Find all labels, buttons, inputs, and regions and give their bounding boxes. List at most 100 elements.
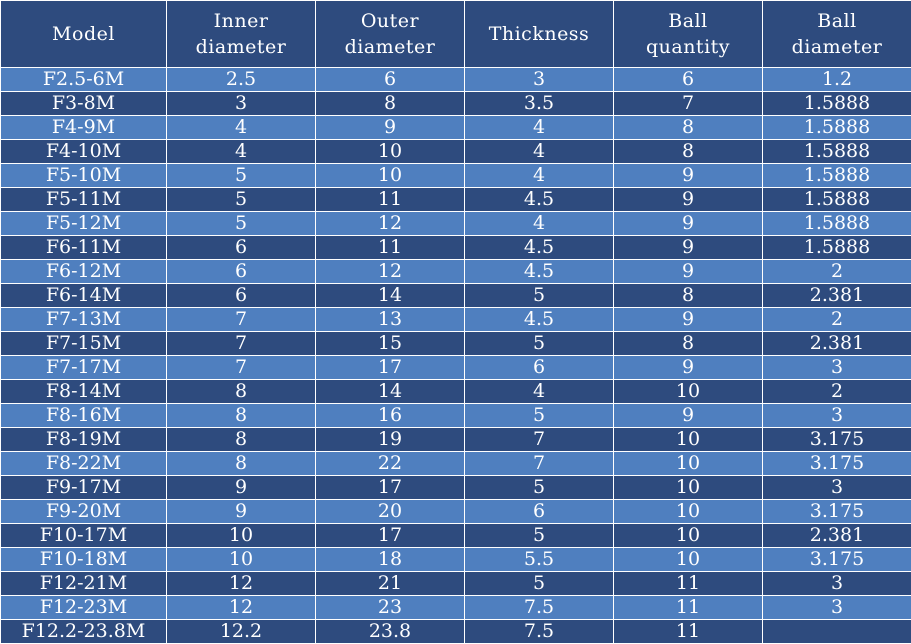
cell-inner-diameter: 2.5	[167, 68, 316, 92]
cell-outer-diameter: 12	[316, 260, 465, 284]
cell-outer-diameter: 23.8	[316, 620, 465, 644]
column-header-line: quantity	[614, 34, 762, 60]
cell-outer-diameter: 11	[316, 236, 465, 260]
cell-thickness: 7	[465, 452, 614, 476]
cell-ball-diameter: 3	[763, 404, 911, 428]
cell-outer-diameter: 11	[316, 188, 465, 212]
cell-inner-diameter: 8	[167, 452, 316, 476]
cell-model: F7-17M	[1, 356, 167, 380]
cell-outer-diameter: 14	[316, 284, 465, 308]
cell-thickness: 4	[465, 212, 614, 236]
column-header-model: Model	[1, 1, 167, 68]
cell-outer-diameter: 6	[316, 68, 465, 92]
cell-thickness: 5	[465, 404, 614, 428]
cell-model: F12.2-23.8M	[1, 620, 167, 644]
cell-inner-diameter: 6	[167, 236, 316, 260]
column-header-line: Thickness	[465, 21, 613, 47]
cell-ball-quantity: 10	[614, 428, 763, 452]
cell-inner-diameter: 5	[167, 188, 316, 212]
cell-thickness: 5	[465, 524, 614, 548]
cell-ball-diameter: 3.175	[763, 452, 911, 476]
cell-ball-quantity: 10	[614, 476, 763, 500]
cell-outer-diameter: 14	[316, 380, 465, 404]
cell-inner-diameter: 6	[167, 260, 316, 284]
cell-ball-quantity: 10	[614, 524, 763, 548]
cell-inner-diameter: 5	[167, 212, 316, 236]
cell-ball-diameter: 2	[763, 380, 911, 404]
cell-thickness: 5.5	[465, 548, 614, 572]
cell-thickness: 4	[465, 164, 614, 188]
cell-inner-diameter: 12	[167, 596, 316, 620]
cell-inner-diameter: 4	[167, 116, 316, 140]
cell-ball-quantity: 9	[614, 260, 763, 284]
cell-model: F12-21M	[1, 572, 167, 596]
cell-ball-diameter: 3.175	[763, 428, 911, 452]
cell-ball-diameter: 3	[763, 572, 911, 596]
cell-model: F5-11M	[1, 188, 167, 212]
cell-ball-diameter: 1.5888	[763, 116, 911, 140]
cell-outer-diameter: 22	[316, 452, 465, 476]
cell-thickness: 4	[465, 140, 614, 164]
column-header-line: Model	[1, 21, 166, 47]
cell-ball-diameter	[763, 620, 911, 644]
cell-ball-diameter: 3.175	[763, 548, 911, 572]
cell-ball-quantity: 11	[614, 620, 763, 644]
cell-ball-diameter: 3	[763, 476, 911, 500]
cell-outer-diameter: 17	[316, 524, 465, 548]
cell-ball-quantity: 11	[614, 596, 763, 620]
cell-ball-quantity: 11	[614, 572, 763, 596]
cell-ball-diameter: 2.381	[763, 284, 911, 308]
cell-thickness: 6	[465, 356, 614, 380]
cell-ball-quantity: 8	[614, 284, 763, 308]
cell-ball-quantity: 9	[614, 212, 763, 236]
cell-outer-diameter: 23	[316, 596, 465, 620]
cell-model: F8-16M	[1, 404, 167, 428]
cell-model: F8-14M	[1, 380, 167, 404]
cell-inner-diameter: 7	[167, 308, 316, 332]
cell-ball-diameter: 1.5888	[763, 188, 911, 212]
cell-thickness: 6	[465, 500, 614, 524]
cell-inner-diameter: 4	[167, 140, 316, 164]
cell-ball-diameter: 1.5888	[763, 92, 911, 116]
cell-ball-diameter: 1.2	[763, 68, 911, 92]
cell-ball-diameter: 1.5888	[763, 212, 911, 236]
cell-outer-diameter: 9	[316, 116, 465, 140]
cell-model: F4-9M	[1, 116, 167, 140]
cell-thickness: 4	[465, 380, 614, 404]
cell-thickness: 3	[465, 68, 614, 92]
cell-outer-diameter: 20	[316, 500, 465, 524]
cell-outer-diameter: 10	[316, 164, 465, 188]
cell-model: F2.5-6M	[1, 68, 167, 92]
column-header-line: Ball	[763, 8, 911, 34]
cell-ball-quantity: 6	[614, 68, 763, 92]
cell-model: F5-12M	[1, 212, 167, 236]
cell-model: F10-17M	[1, 524, 167, 548]
column-header-line: Outer	[316, 8, 464, 34]
cell-outer-diameter: 10	[316, 140, 465, 164]
cell-ball-diameter: 2	[763, 308, 911, 332]
cell-thickness: 7.5	[465, 596, 614, 620]
cell-ball-quantity: 8	[614, 140, 763, 164]
cell-inner-diameter: 6	[167, 284, 316, 308]
cell-thickness: 4.5	[465, 308, 614, 332]
cell-inner-diameter: 5	[167, 164, 316, 188]
cell-model: F10-18M	[1, 548, 167, 572]
